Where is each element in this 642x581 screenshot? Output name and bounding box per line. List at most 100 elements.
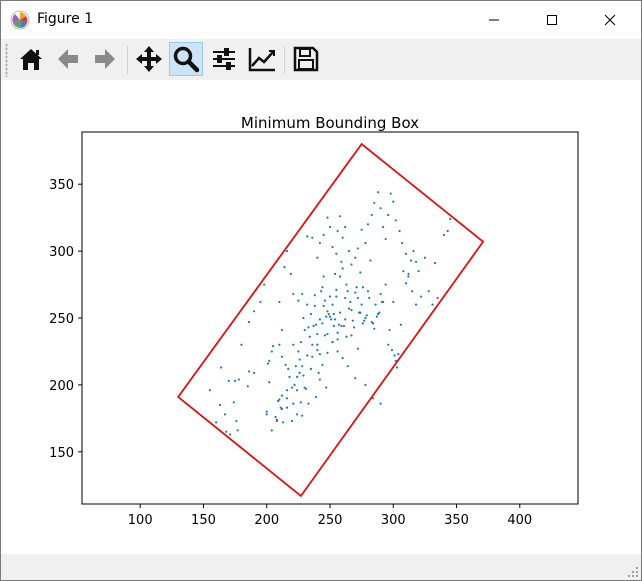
scatter-point xyxy=(331,245,334,249)
scatter-point xyxy=(293,383,296,387)
scatter-point xyxy=(375,315,378,318)
scatter-point xyxy=(388,328,391,332)
scatter-point xyxy=(379,292,382,296)
scatter-point xyxy=(373,327,376,330)
scatter-point xyxy=(313,304,316,308)
scatter-point xyxy=(297,299,300,302)
scatter-points xyxy=(208,191,452,436)
scatter-point xyxy=(321,286,324,289)
pan-button[interactable] xyxy=(132,42,166,76)
customize-button[interactable] xyxy=(245,42,279,76)
y-tick-label: 300 xyxy=(49,245,74,260)
scatter-point xyxy=(412,249,415,253)
scatter-point xyxy=(320,290,323,293)
sliders-icon xyxy=(213,48,235,70)
scatter-point xyxy=(282,421,285,424)
scatter-point xyxy=(382,225,385,229)
scatter-point xyxy=(246,385,249,388)
close-button[interactable] xyxy=(587,1,633,39)
scatter-point xyxy=(292,402,295,405)
scatter-point xyxy=(235,419,238,423)
scatter-point xyxy=(247,370,251,373)
scatter-point xyxy=(247,320,251,324)
scatter-point xyxy=(382,300,385,304)
scatter-point xyxy=(317,371,320,374)
scatter-point xyxy=(331,303,334,306)
figure-canvas[interactable]: Minimum Bounding Box 100 150 200 250 300 350 4… xyxy=(1,80,641,554)
title-bar[interactable]: Figure 1 xyxy=(1,1,641,39)
scatter-point xyxy=(364,383,367,387)
scatter-point xyxy=(423,256,426,259)
scatter-point xyxy=(298,371,301,374)
back-button[interactable] xyxy=(51,42,85,76)
scatter-point xyxy=(393,354,396,357)
scatter-point xyxy=(339,215,342,218)
scatter-point xyxy=(326,351,329,354)
scatter-point xyxy=(270,429,273,432)
scatter-point xyxy=(284,363,287,366)
scatter-point xyxy=(304,387,308,391)
zoom-button[interactable] xyxy=(169,42,203,76)
scatter-point xyxy=(342,324,346,328)
scatter-point xyxy=(409,259,413,262)
scatter-point xyxy=(265,413,268,416)
scatter-point xyxy=(280,355,284,358)
subplots-button[interactable] xyxy=(207,42,241,76)
scatter-point xyxy=(220,366,223,369)
scatter-point xyxy=(308,335,311,338)
scatter-point xyxy=(365,314,368,317)
scatter-point xyxy=(395,366,399,369)
scatter-point xyxy=(301,414,304,417)
scatter-point xyxy=(309,367,313,370)
y-tick-label: 350 xyxy=(49,178,74,193)
scatter-point xyxy=(355,286,358,289)
scatter-point xyxy=(302,374,305,377)
x-tick-label: 200 xyxy=(254,513,279,528)
home-icon xyxy=(20,49,42,70)
scatter-point xyxy=(364,241,367,245)
scatter-point xyxy=(208,389,211,392)
forward-button[interactable] xyxy=(88,42,122,76)
scatter-point xyxy=(215,421,218,424)
scatter-point xyxy=(252,371,256,374)
chart-title: Minimum Bounding Box xyxy=(241,114,419,132)
scatter-point xyxy=(311,236,314,239)
x-tick-label: 400 xyxy=(507,513,532,528)
resize-grip-icon[interactable] xyxy=(627,566,639,578)
scatter-point xyxy=(318,318,321,321)
scatter-point xyxy=(345,283,348,286)
scatter-point xyxy=(374,303,377,306)
scatter-point xyxy=(271,345,275,348)
scatter-point xyxy=(299,401,302,404)
scatter-point xyxy=(287,367,290,370)
scatter-point xyxy=(283,266,286,269)
scatter-point xyxy=(302,316,305,320)
scatter-point xyxy=(322,233,325,237)
move-icon xyxy=(136,46,162,72)
scatter-point xyxy=(331,340,334,344)
save-button[interactable] xyxy=(289,42,323,76)
scatter-point xyxy=(292,343,295,346)
scatter-point xyxy=(296,389,299,392)
toolbar-grip[interactable] xyxy=(5,43,8,77)
scatter-point xyxy=(298,358,301,361)
scatter-point xyxy=(352,326,356,329)
scatter-point xyxy=(384,237,387,241)
scatter-point xyxy=(371,322,375,325)
scatter-point xyxy=(446,229,449,233)
scatter-point xyxy=(335,252,338,255)
status-bar xyxy=(1,554,641,580)
scatter-point xyxy=(373,201,376,205)
scatter-point xyxy=(316,349,319,352)
scatter-point xyxy=(433,262,437,265)
toolbar-separator xyxy=(284,46,285,74)
maximize-button[interactable] xyxy=(529,1,575,39)
scatter-point xyxy=(332,324,335,328)
y-tick-label: 250 xyxy=(49,312,74,327)
home-button[interactable] xyxy=(14,42,48,76)
scatter-point xyxy=(368,296,371,300)
chart-line-icon xyxy=(248,48,275,72)
minimize-button[interactable] xyxy=(471,1,517,39)
floppy-disk-icon xyxy=(293,46,319,72)
